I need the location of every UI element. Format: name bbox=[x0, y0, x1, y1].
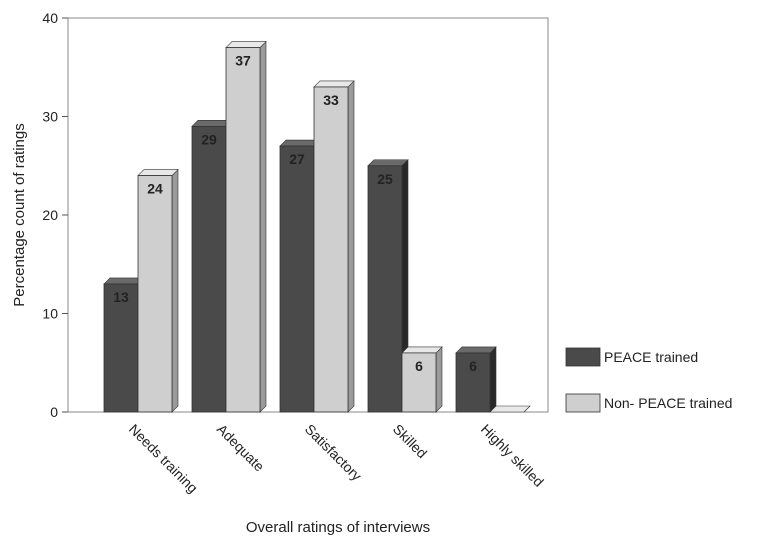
y-tick-label: 40 bbox=[42, 10, 58, 26]
legend-label: PEACE trained bbox=[604, 349, 698, 365]
x-category-label: Satisfactory bbox=[302, 421, 365, 484]
bar-value-label: 37 bbox=[235, 53, 251, 69]
legend-item: Non- PEACE trained bbox=[565, 393, 732, 413]
x-category-label: Needs training bbox=[126, 421, 201, 496]
bar-value-label: 13 bbox=[113, 289, 129, 305]
bar-non-peace-satisfactory: 33 bbox=[313, 80, 355, 413]
bar-peace-skilled: 25 bbox=[367, 159, 409, 413]
legend-swatch bbox=[565, 393, 601, 413]
x-category-label: Adequate bbox=[214, 421, 268, 475]
y-tick-label: 20 bbox=[42, 207, 58, 223]
legend-label: Non- PEACE trained bbox=[604, 395, 732, 411]
bars-group: 13 24 29 37 27 33 25 6 6 bbox=[103, 40, 531, 413]
y-tick-label: 30 bbox=[42, 109, 58, 125]
legend: PEACE trained Non- PEACE trained bbox=[565, 347, 732, 413]
bar-value-label: 25 bbox=[377, 171, 393, 187]
y-axis: 0 10 20 30 40 bbox=[42, 10, 68, 420]
y-tick-label: 0 bbox=[50, 404, 58, 420]
bar-value-label: 6 bbox=[415, 358, 423, 374]
bar-value-label: 33 bbox=[323, 92, 339, 108]
x-category-label: Highly skilled bbox=[478, 421, 547, 490]
bar-non-peace-highly-skilled bbox=[489, 405, 531, 413]
x-axis-title: Overall ratings of interviews bbox=[246, 519, 430, 536]
legend-item: PEACE trained bbox=[565, 347, 698, 367]
bar-non-peace-needs-training: 24 bbox=[137, 168, 179, 413]
bar-value-label: 6 bbox=[469, 358, 477, 374]
bar-value-label: 24 bbox=[147, 181, 163, 197]
x-axis: Needs training Adequate Satisfactory Skille… bbox=[126, 421, 547, 496]
legend-swatch bbox=[565, 347, 601, 367]
bar-non-peace-adequate: 37 bbox=[225, 40, 267, 413]
y-tick-label: 10 bbox=[42, 306, 58, 322]
bar-value-label: 29 bbox=[201, 131, 217, 147]
x-category-label: Skilled bbox=[390, 421, 430, 461]
bar-peace-highly-skilled: 6 bbox=[455, 346, 497, 413]
y-axis-title: Percentage count of ratings bbox=[11, 123, 28, 306]
bar-value-label: 27 bbox=[289, 151, 305, 167]
bar-non-peace-skilled: 6 bbox=[401, 346, 443, 413]
